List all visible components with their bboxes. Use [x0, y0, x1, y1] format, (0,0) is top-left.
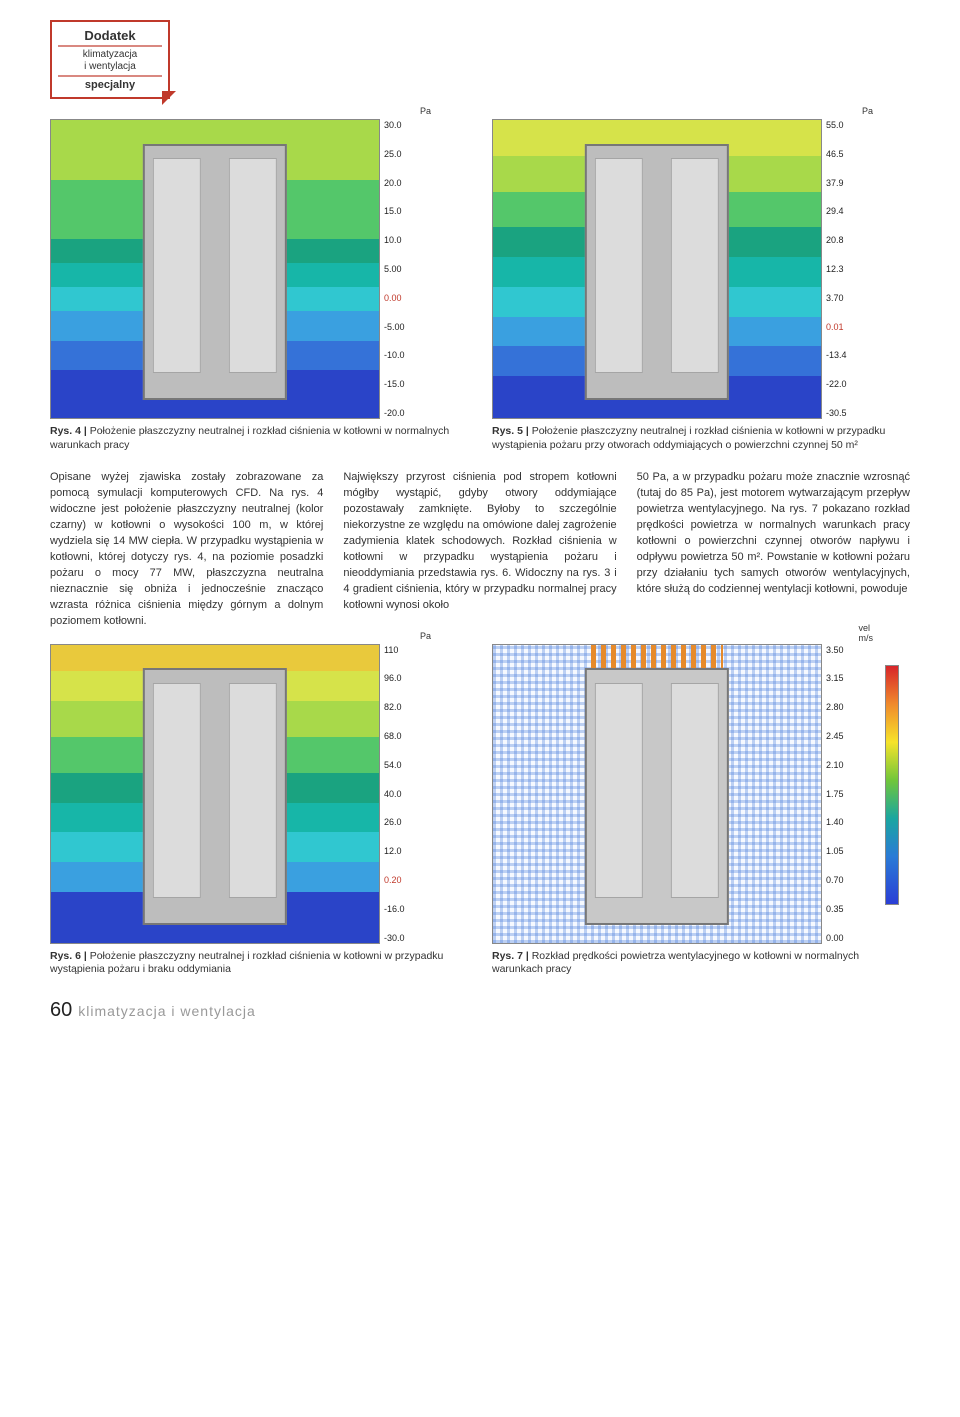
- figure-row-1: 30.025.020.015.010.05.000.00-5.00-10.0-1…: [50, 119, 910, 452]
- page-number: 60: [50, 999, 72, 1022]
- fig6-simulation: 11096.082.068.054.040.026.012.00.20-16.0…: [50, 644, 380, 944]
- fig4-caption-bold: Rys. 4 |: [50, 425, 87, 437]
- fig6-caption: Rys. 6 | Położenie płaszczyzny neutralne…: [50, 950, 468, 977]
- body-col-2: Największy przyrost ciśnienia pod strope…: [343, 470, 616, 629]
- badge-sub2: i wentylacja: [58, 61, 162, 73]
- fig4-simulation: 30.025.020.015.010.05.000.00-5.00-10.0-1…: [50, 119, 380, 419]
- fig7-ticks: 3.503.152.802.452.101.751.401.050.700.35…: [826, 645, 881, 943]
- fig6-ticks: 11096.082.068.054.040.026.012.00.20-16.0…: [384, 645, 439, 943]
- fig7-caption-bold: Rys. 7 |: [492, 950, 529, 962]
- fig5-caption-bold: Rys. 5 |: [492, 425, 529, 437]
- page-footer: 60 klimatyzacja i wentylacja: [50, 999, 910, 1022]
- fig4-caption-text: Położenie płaszczyzny neutralnej i rozkł…: [50, 425, 449, 451]
- figure-5: 55.046.537.929.420.812.33.700.01-13.4-22…: [492, 119, 910, 452]
- section-label: klimatyzacja i wentylacja: [78, 1003, 256, 1019]
- fig7-simulation: 3.503.152.802.452.101.751.401.050.700.35…: [492, 644, 822, 944]
- figure-row-2: 11096.082.068.054.040.026.012.00.20-16.0…: [50, 644, 910, 977]
- fig5-ticks: 55.046.537.929.420.812.33.700.01-13.4-22…: [826, 120, 881, 418]
- badge-divider: [58, 75, 162, 77]
- fig6-caption-text: Położenie płaszczyzny neutralnej i rozkł…: [50, 950, 443, 976]
- fig4-ticks: 30.025.020.015.010.05.000.00-5.00-10.0-1…: [384, 120, 439, 418]
- fig4-caption: Rys. 4 | Położenie płaszczyzny neutralne…: [50, 425, 468, 452]
- sidebar-badge: Dodatek klimatyzacja i wentylacja specja…: [50, 20, 170, 99]
- badge-sub1: klimatyzacja: [58, 49, 162, 61]
- fig7-caption: Rys. 7 | Rozkład prędkości powietrza wen…: [492, 950, 910, 977]
- fig7-caption-text: Rozkład prędkości powietrza wentylacyjne…: [492, 950, 859, 976]
- badge-specialty: specjalny: [58, 79, 162, 91]
- badge-divider: [58, 45, 162, 47]
- figure-6: 11096.082.068.054.040.026.012.00.20-16.0…: [50, 644, 468, 977]
- fig5-caption: Rys. 5 | Położenie płaszczyzny neutralne…: [492, 425, 910, 452]
- body-col-3: 50 Pa, a w przypadku pożaru może znaczni…: [637, 470, 910, 629]
- body-col-1: Opisane wyżej zjawiska zostały zobrazowa…: [50, 470, 323, 629]
- fig6-caption-bold: Rys. 6 |: [50, 950, 87, 962]
- fig5-caption-text: Położenie płaszczyzny neutralnej i rozkł…: [492, 425, 885, 451]
- figure-4: 30.025.020.015.010.05.000.00-5.00-10.0-1…: [50, 119, 468, 452]
- figure-7: 3.503.152.802.452.101.751.401.050.700.35…: [492, 644, 910, 977]
- badge-title: Dodatek: [58, 28, 162, 43]
- body-columns: Opisane wyżej zjawiska zostały zobrazowa…: [50, 470, 910, 629]
- fig5-simulation: 55.046.537.929.420.812.33.700.01-13.4-22…: [492, 119, 822, 419]
